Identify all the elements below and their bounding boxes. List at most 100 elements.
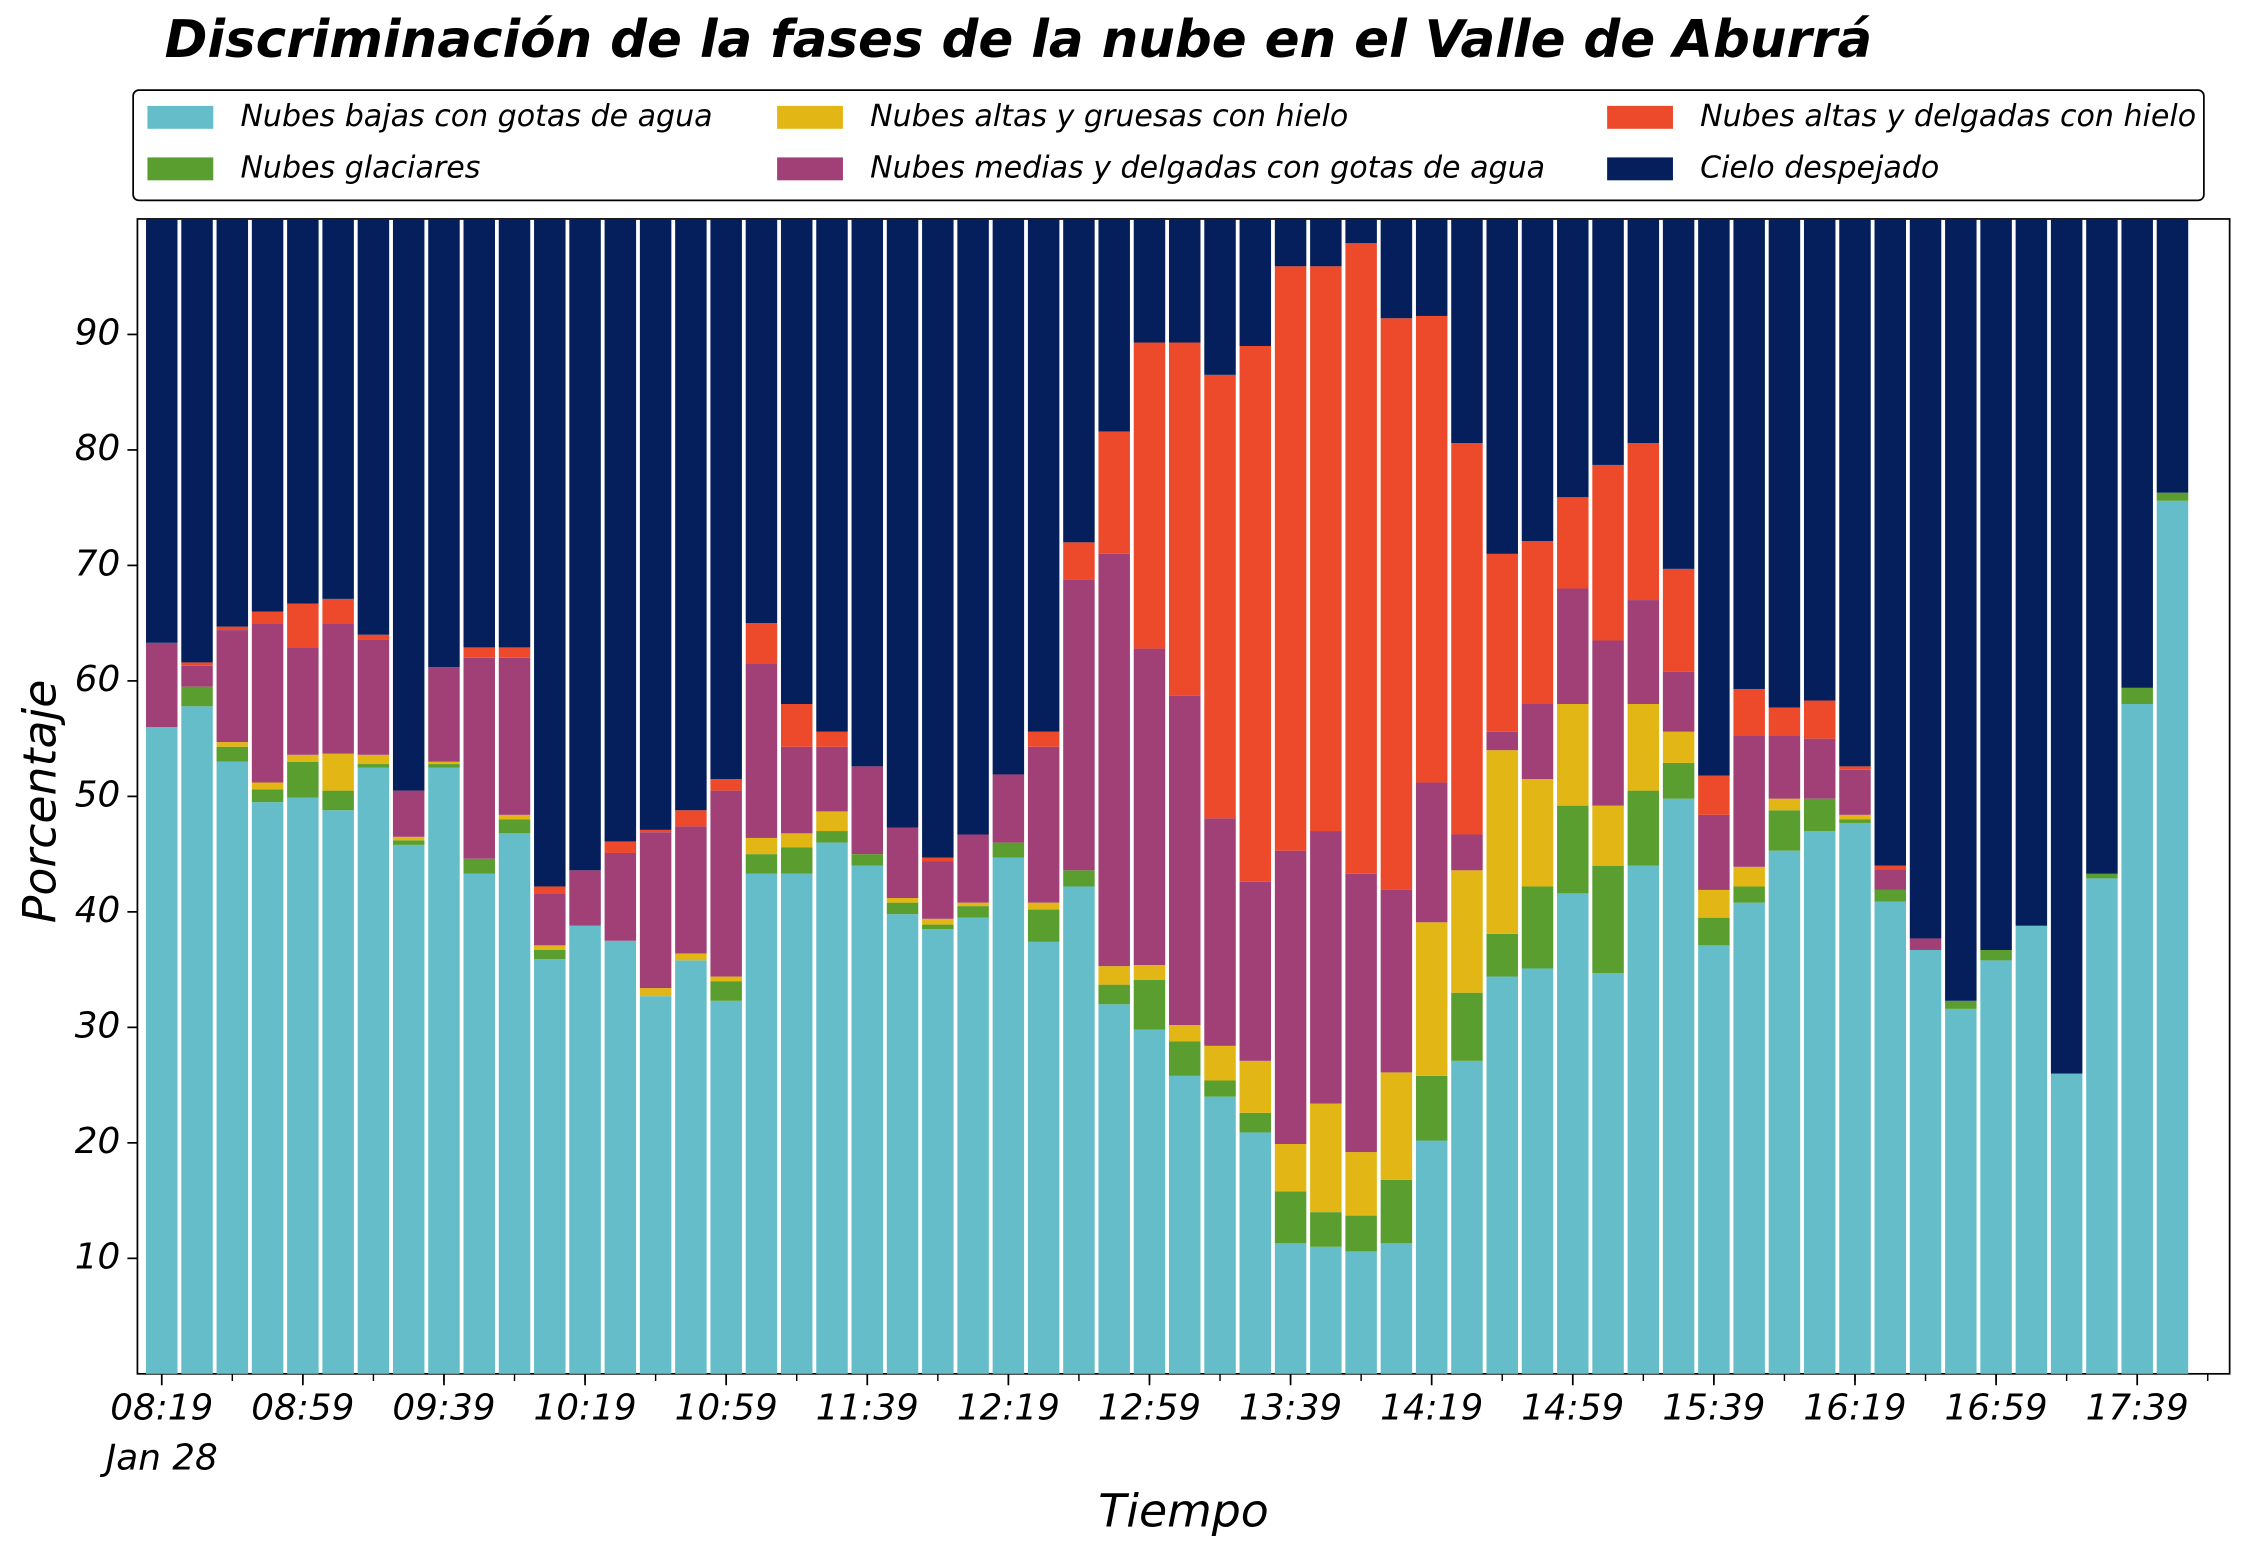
bar-segment: [428, 761, 460, 765]
bar-segment: [851, 865, 884, 1374]
bar-segment: [745, 837, 778, 855]
bar-segment: [992, 857, 1025, 1374]
bar-segment: [392, 790, 425, 837]
bar-segment: [1486, 933, 1518, 977]
bar-segment: [357, 218, 390, 635]
bar-segment: [1662, 218, 1695, 569]
bar-segment: [780, 847, 813, 874]
bar-segment: [639, 832, 672, 989]
bar-segment: [1627, 218, 1660, 443]
bar-segment: [816, 218, 848, 732]
bar-segment: [322, 790, 354, 811]
bar-segment: [745, 623, 778, 664]
bar-segment: [2156, 500, 2189, 1374]
bar-segment: [1733, 218, 1765, 689]
bar-segment: [287, 754, 319, 762]
legend-swatch: [1607, 105, 1673, 129]
bar-segment: [1098, 984, 1130, 1005]
bar-segment: [1027, 909, 1060, 942]
bar-segment: [322, 218, 354, 599]
bar-segment: [392, 844, 425, 1374]
bar-segment: [287, 218, 319, 604]
legend-label: Nubes altas y gruesas con hielo: [870, 99, 1348, 134]
legend-swatch: [1607, 157, 1673, 181]
bar-segment: [463, 657, 495, 859]
legend-label: Nubes glaciares: [240, 150, 480, 185]
bar-segment: [534, 886, 566, 894]
bar-segment: [922, 861, 954, 919]
bar-segment: [922, 924, 954, 930]
bar-segment: [569, 218, 601, 871]
bar-segment: [1451, 218, 1483, 443]
bar-segment: [1415, 1140, 1448, 1374]
bar-segment: [216, 626, 249, 631]
bar-segment: [2121, 687, 2153, 704]
bar-segment: [1239, 345, 1272, 882]
bar-segment: [2121, 703, 2153, 1374]
bar-segment: [2015, 925, 2048, 1374]
bar-segment: [1521, 886, 1554, 969]
x-tick-label: 14:19: [1380, 1388, 1483, 1429]
bar-segment: [357, 754, 390, 765]
bar-segment: [604, 852, 637, 941]
bar-segment: [181, 686, 213, 707]
bar-segment: [1133, 648, 1166, 965]
bar-segment: [1380, 218, 1413, 319]
bar-segment: [1133, 964, 1166, 981]
bar-segment: [1169, 1041, 1201, 1076]
bar-segment: [1874, 889, 1907, 902]
bar-segment: [1098, 431, 1130, 554]
bar-segment: [1521, 968, 1554, 1374]
bar-segment: [1874, 869, 1907, 890]
bar-segment: [146, 727, 178, 1374]
bar-segment: [1204, 818, 1236, 1046]
bar-segment: [216, 746, 249, 762]
y-tick-label: 90: [75, 312, 121, 353]
bar-segment: [710, 1000, 742, 1374]
bar-segment: [428, 218, 460, 668]
bar-segment: [1415, 1075, 1448, 1141]
bar-segment: [1592, 218, 1624, 465]
bar-segment: [322, 623, 354, 754]
bar-segment: [710, 981, 742, 1001]
bar-segment: [498, 819, 531, 834]
bar-segment: [1592, 805, 1624, 866]
bar-segment: [1627, 865, 1660, 1374]
bar-segment: [287, 647, 319, 755]
bar-segment: [1274, 850, 1307, 1145]
bar-segment: [322, 598, 354, 624]
bar-segment: [1415, 315, 1448, 783]
bar-segment: [1310, 1246, 1342, 1374]
bar-segment: [2050, 1073, 2083, 1374]
bar-segment: [1274, 218, 1307, 267]
bar-segment: [922, 857, 954, 862]
bar-segment: [675, 810, 707, 827]
bar-segment: [1345, 1152, 1377, 1216]
bar-segment: [216, 630, 249, 743]
bar-segment: [1521, 703, 1554, 780]
bar-segment: [710, 976, 742, 982]
bar-segment: [1803, 700, 1836, 739]
bar-segment: [357, 634, 390, 640]
bar-segment: [1027, 746, 1060, 903]
bar-segment: [1274, 266, 1307, 851]
bar-segment: [1415, 218, 1448, 316]
bar-segment: [1204, 374, 1236, 819]
bar-segment: [251, 218, 284, 612]
bar-segment: [1239, 218, 1272, 346]
bar-segment: [1909, 949, 1942, 1374]
bar-segment: [498, 218, 531, 648]
bar-segment: [639, 218, 672, 830]
bar-segment: [1557, 893, 1589, 1374]
bar-segment: [1098, 1004, 1130, 1374]
bar-segment: [1803, 738, 1836, 799]
bar-segment: [2050, 218, 2083, 1074]
bar-segment: [1874, 901, 1907, 1374]
bar-segment: [181, 665, 213, 687]
x-tick-label: 08:59: [251, 1388, 354, 1429]
bar-segment: [816, 731, 848, 747]
bar-segment: [1662, 568, 1695, 672]
bar-segment: [957, 834, 989, 903]
bar-segment: [1733, 902, 1765, 1374]
